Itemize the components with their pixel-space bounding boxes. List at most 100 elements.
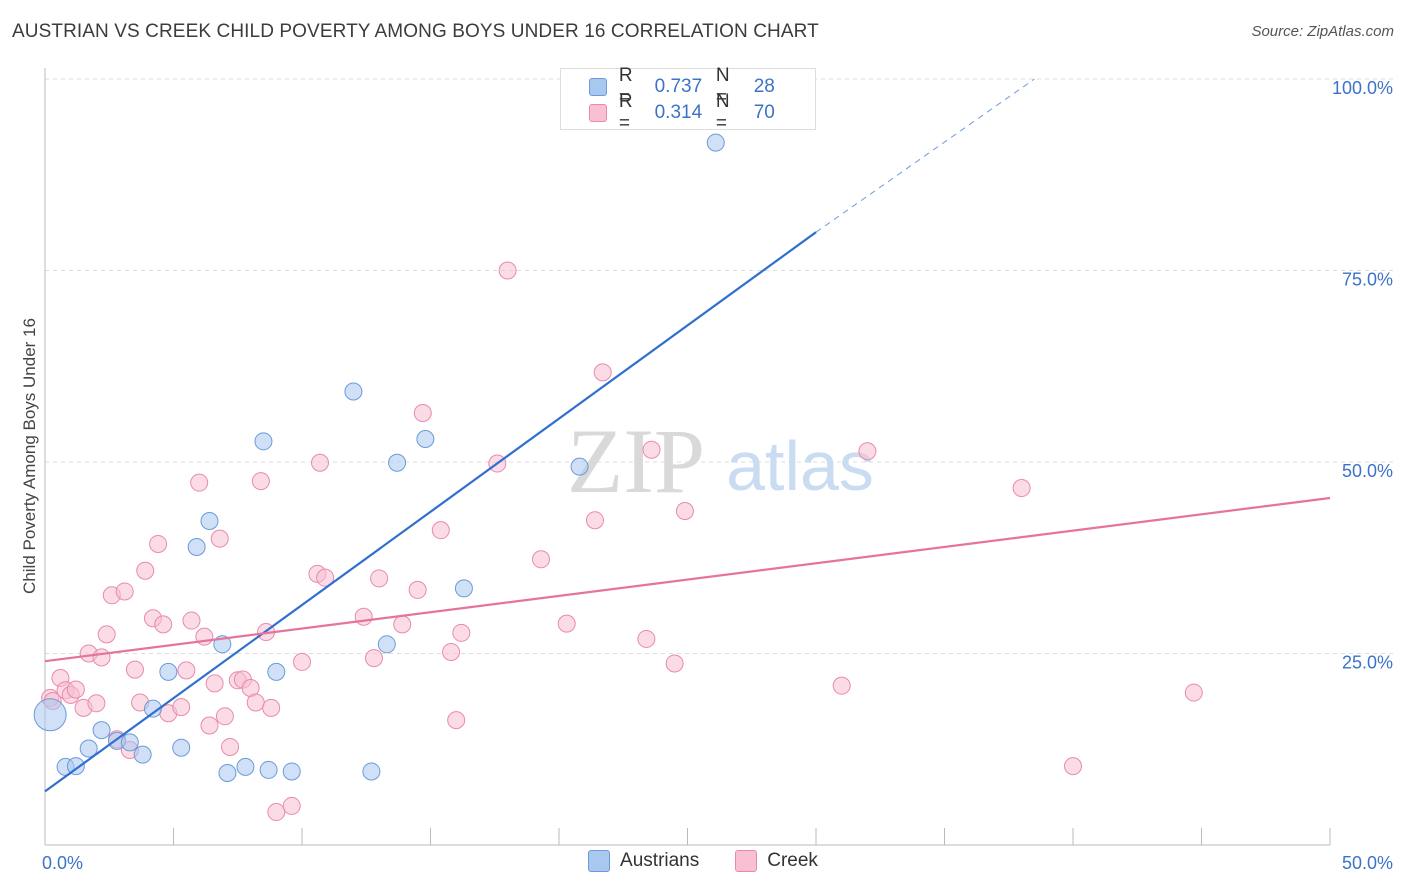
austrians-point	[282, 762, 301, 781]
austrians-point	[120, 733, 139, 752]
creek-point	[642, 440, 661, 459]
correlation-legend: R = 0.737 N = 28 R = 0.314 N = 70	[560, 65, 816, 134]
source-label: Source: ZipAtlas.com	[1251, 23, 1394, 40]
y-tick-label: 25.0%	[1342, 653, 1393, 673]
creek-point	[115, 582, 134, 601]
creek-point	[413, 403, 432, 422]
austrians-point	[254, 432, 273, 451]
creek-point	[1064, 757, 1082, 776]
creek-point	[1184, 683, 1203, 702]
creek-point	[246, 693, 265, 712]
austrians-point	[267, 662, 286, 681]
trend-lines	[44, 78, 1331, 793]
austrians-point	[416, 430, 435, 449]
creek-point	[675, 502, 694, 521]
creek-point	[293, 652, 311, 671]
creek-point	[136, 561, 155, 580]
creek-point	[431, 521, 450, 540]
legend-r-value-austrians: 0.737	[654, 76, 703, 97]
austrians-point	[92, 721, 111, 740]
austrians-point	[172, 738, 191, 757]
creek-point	[447, 711, 466, 730]
austrians-point	[259, 760, 278, 779]
creek-point	[215, 707, 234, 726]
creek-point	[221, 737, 240, 756]
creek-trend-line	[44, 496, 1331, 663]
creek-point	[1012, 479, 1031, 498]
watermark-zip: ZIP	[567, 410, 705, 512]
austrians-point	[133, 745, 152, 764]
austrians-point	[344, 382, 363, 401]
creek-point	[408, 580, 427, 599]
creek-point	[532, 550, 551, 569]
creek-point	[87, 694, 106, 713]
legend-n-label: N =	[715, 91, 730, 134]
austrians-trend-extension	[815, 78, 1035, 233]
creek-point	[267, 803, 286, 822]
creek-point	[154, 615, 173, 634]
grid	[45, 78, 1395, 654]
creek-point	[452, 623, 471, 642]
watermark: ZIP atlas	[567, 410, 874, 512]
legend-n-value-creek: 70	[753, 102, 775, 123]
creek-point	[177, 661, 196, 680]
y-tick-label: 100.0%	[1332, 78, 1393, 98]
creek-point	[282, 796, 301, 815]
legend-item-creek[interactable]: Creek	[735, 850, 818, 872]
austrians-swatch	[589, 78, 607, 96]
legend-n-label: N =	[715, 65, 730, 108]
creek-points	[41, 261, 1203, 822]
creek-point	[316, 568, 335, 587]
creek-swatch	[589, 104, 607, 122]
legend-row-creek: R = 0.314 N = 70	[589, 91, 815, 134]
austrians-point	[79, 739, 98, 758]
creek-point	[498, 261, 517, 280]
watermark-atlas: atlas	[726, 427, 874, 505]
austrians-point	[33, 698, 67, 732]
creek-point	[557, 614, 576, 633]
series-legend: Austrians Creek	[0, 850, 1406, 872]
austrians-point	[388, 453, 407, 472]
creek-point	[585, 511, 604, 530]
austrians-point	[187, 538, 206, 557]
austrians-points	[33, 133, 725, 782]
creek-point	[205, 674, 224, 693]
legend-r-label: R =	[618, 91, 633, 134]
legend-n-value-austrians: 28	[753, 76, 775, 97]
austrians-point	[66, 757, 85, 776]
creek-point	[858, 442, 877, 461]
austrians-point	[200, 511, 219, 530]
creek-point	[200, 716, 219, 735]
creek-point	[665, 654, 684, 673]
creek-point	[172, 698, 191, 717]
creek-legend-swatch	[735, 850, 758, 872]
austrians-point	[218, 763, 237, 782]
creek-point	[637, 629, 656, 648]
austrians-point	[570, 457, 589, 476]
x-tick-label: 50.0%	[1342, 853, 1393, 873]
y-tick-label: 75.0%	[1342, 270, 1393, 290]
austrians-point	[362, 762, 381, 781]
creek-point	[364, 649, 383, 668]
chart-title: AUSTRIAN VS CREEK CHILD POVERTY AMONG BO…	[12, 21, 819, 42]
creek-point	[182, 611, 201, 630]
austrians-point	[706, 133, 725, 152]
creek-point	[370, 569, 389, 588]
austrians-point	[159, 662, 178, 681]
creek-point	[125, 660, 144, 679]
austrians-point	[454, 579, 473, 598]
austrians-legend-label: Austrians	[620, 850, 700, 871]
creek-point	[442, 642, 461, 661]
creek-point	[97, 625, 116, 644]
austrians-point	[143, 699, 162, 718]
creek-point	[92, 648, 111, 667]
austrians-legend-swatch	[588, 850, 611, 872]
creek-point	[832, 676, 851, 695]
creek-point	[593, 363, 612, 382]
austrians-trend-line	[44, 231, 817, 793]
axes	[44, 68, 1331, 846]
creek-point	[251, 472, 270, 491]
legend-item-austrians[interactable]: Austrians	[588, 850, 699, 872]
austrians-point	[236, 757, 255, 776]
